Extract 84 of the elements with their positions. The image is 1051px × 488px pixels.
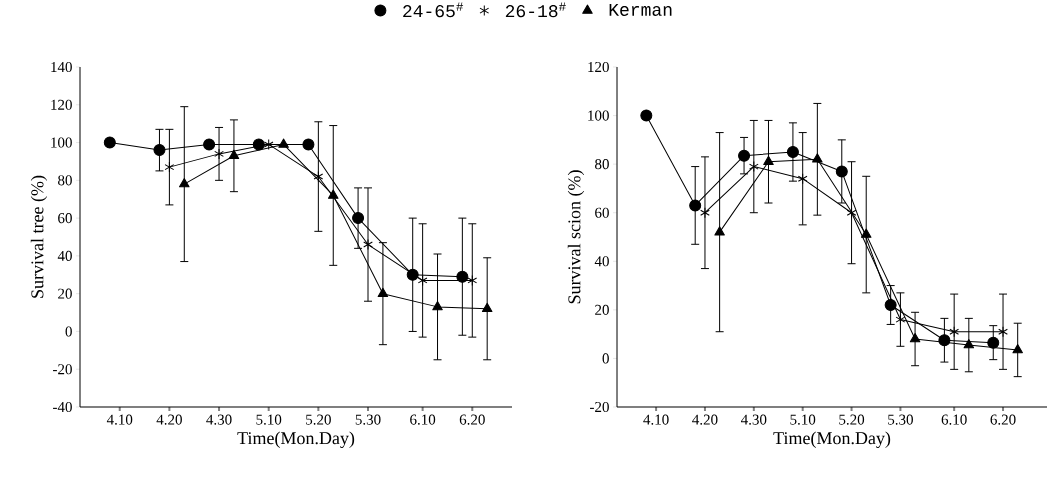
y-tick-label: 80	[595, 159, 609, 170]
y-tick-label: 40	[57, 250, 72, 261]
point	[998, 326, 1008, 338]
point	[835, 165, 848, 178]
point	[846, 207, 857, 219]
x-axis-title: Time(Mon.Day)	[773, 431, 891, 448]
x-tick-label: 6.20	[459, 414, 485, 425]
y-tick-label: -40	[53, 401, 72, 413]
point	[949, 326, 959, 338]
point	[963, 339, 975, 349]
point	[797, 173, 808, 185]
point	[860, 228, 872, 238]
point	[327, 189, 339, 199]
point	[278, 138, 289, 148]
point	[179, 178, 190, 188]
y-axis-title: Survival tree (%)	[30, 175, 48, 298]
point	[640, 109, 653, 122]
point	[714, 226, 725, 236]
x-tick-label: 4.30	[206, 414, 232, 425]
point	[689, 199, 702, 212]
point	[432, 300, 443, 311]
point	[228, 149, 240, 160]
y-tick-label: 100	[588, 110, 609, 121]
y-tick-label: 20	[58, 288, 72, 299]
point	[467, 274, 478, 286]
x-tick-label: 4.10	[643, 414, 669, 425]
legend-label: Kerman	[609, 3, 672, 16]
point	[456, 270, 469, 283]
y-tick-label: 0	[65, 326, 72, 337]
point	[786, 146, 799, 158]
x-tick-label: 5.10	[256, 414, 282, 425]
point	[377, 287, 389, 297]
point	[363, 239, 373, 251]
y-tick-label: 120	[51, 99, 72, 110]
point	[313, 171, 324, 183]
point	[884, 299, 897, 311]
point	[203, 138, 216, 151]
x-tick-label: 5.30	[355, 414, 381, 425]
y-tick-label: 20	[595, 304, 609, 315]
point	[749, 161, 759, 173]
point	[987, 336, 1000, 349]
point	[909, 333, 921, 343]
point	[263, 138, 274, 150]
x-tick-label: 4.20	[156, 414, 182, 425]
point	[164, 161, 175, 173]
x-tick-label: 5.10	[790, 414, 816, 425]
x-tick-label: 4.30	[741, 414, 767, 425]
point	[738, 149, 751, 162]
x-tick-label: 5.20	[839, 414, 865, 425]
point	[302, 138, 315, 151]
x-axis-title: Time(Mon.Day)	[237, 431, 355, 448]
y-tick-label: 0	[602, 353, 609, 364]
x-tick-label: 6.10	[941, 414, 967, 425]
x-tick-label: 5.20	[306, 414, 331, 425]
point	[406, 268, 419, 281]
x-tick-label: 5.30	[888, 414, 913, 425]
y-tick-label: 60	[58, 213, 72, 224]
point	[214, 148, 224, 160]
y-tick-label: 60	[595, 207, 609, 218]
point	[252, 138, 265, 151]
y-axis-title: Survival scion (%)	[567, 170, 585, 304]
y-tick-label: 80	[58, 175, 72, 186]
point	[812, 153, 823, 163]
x-tick-label: 6.10	[410, 414, 436, 425]
point	[352, 212, 365, 225]
y-tick-label: 100	[51, 137, 72, 148]
y-tick-label: 140	[51, 61, 72, 73]
point	[153, 144, 166, 157]
point	[103, 136, 116, 149]
y-tick-label: 120	[588, 61, 609, 73]
point	[763, 155, 774, 165]
x-tick-label: 4.10	[106, 414, 133, 425]
point	[938, 334, 951, 347]
point	[895, 314, 906, 326]
point	[1012, 343, 1023, 354]
y-tick-label: -20	[53, 364, 72, 375]
x-tick-label: 4.20	[692, 414, 718, 425]
point	[700, 207, 710, 219]
y-tick-label: 40	[594, 256, 609, 267]
point	[481, 302, 493, 313]
legend-label: 24-65$^{#}$	[403, 2, 464, 18]
x-tick-label: 6.20	[990, 414, 1016, 425]
y-tick-label: -20	[590, 401, 609, 413]
legend-label: 26-18$^{#}$	[505, 2, 566, 18]
